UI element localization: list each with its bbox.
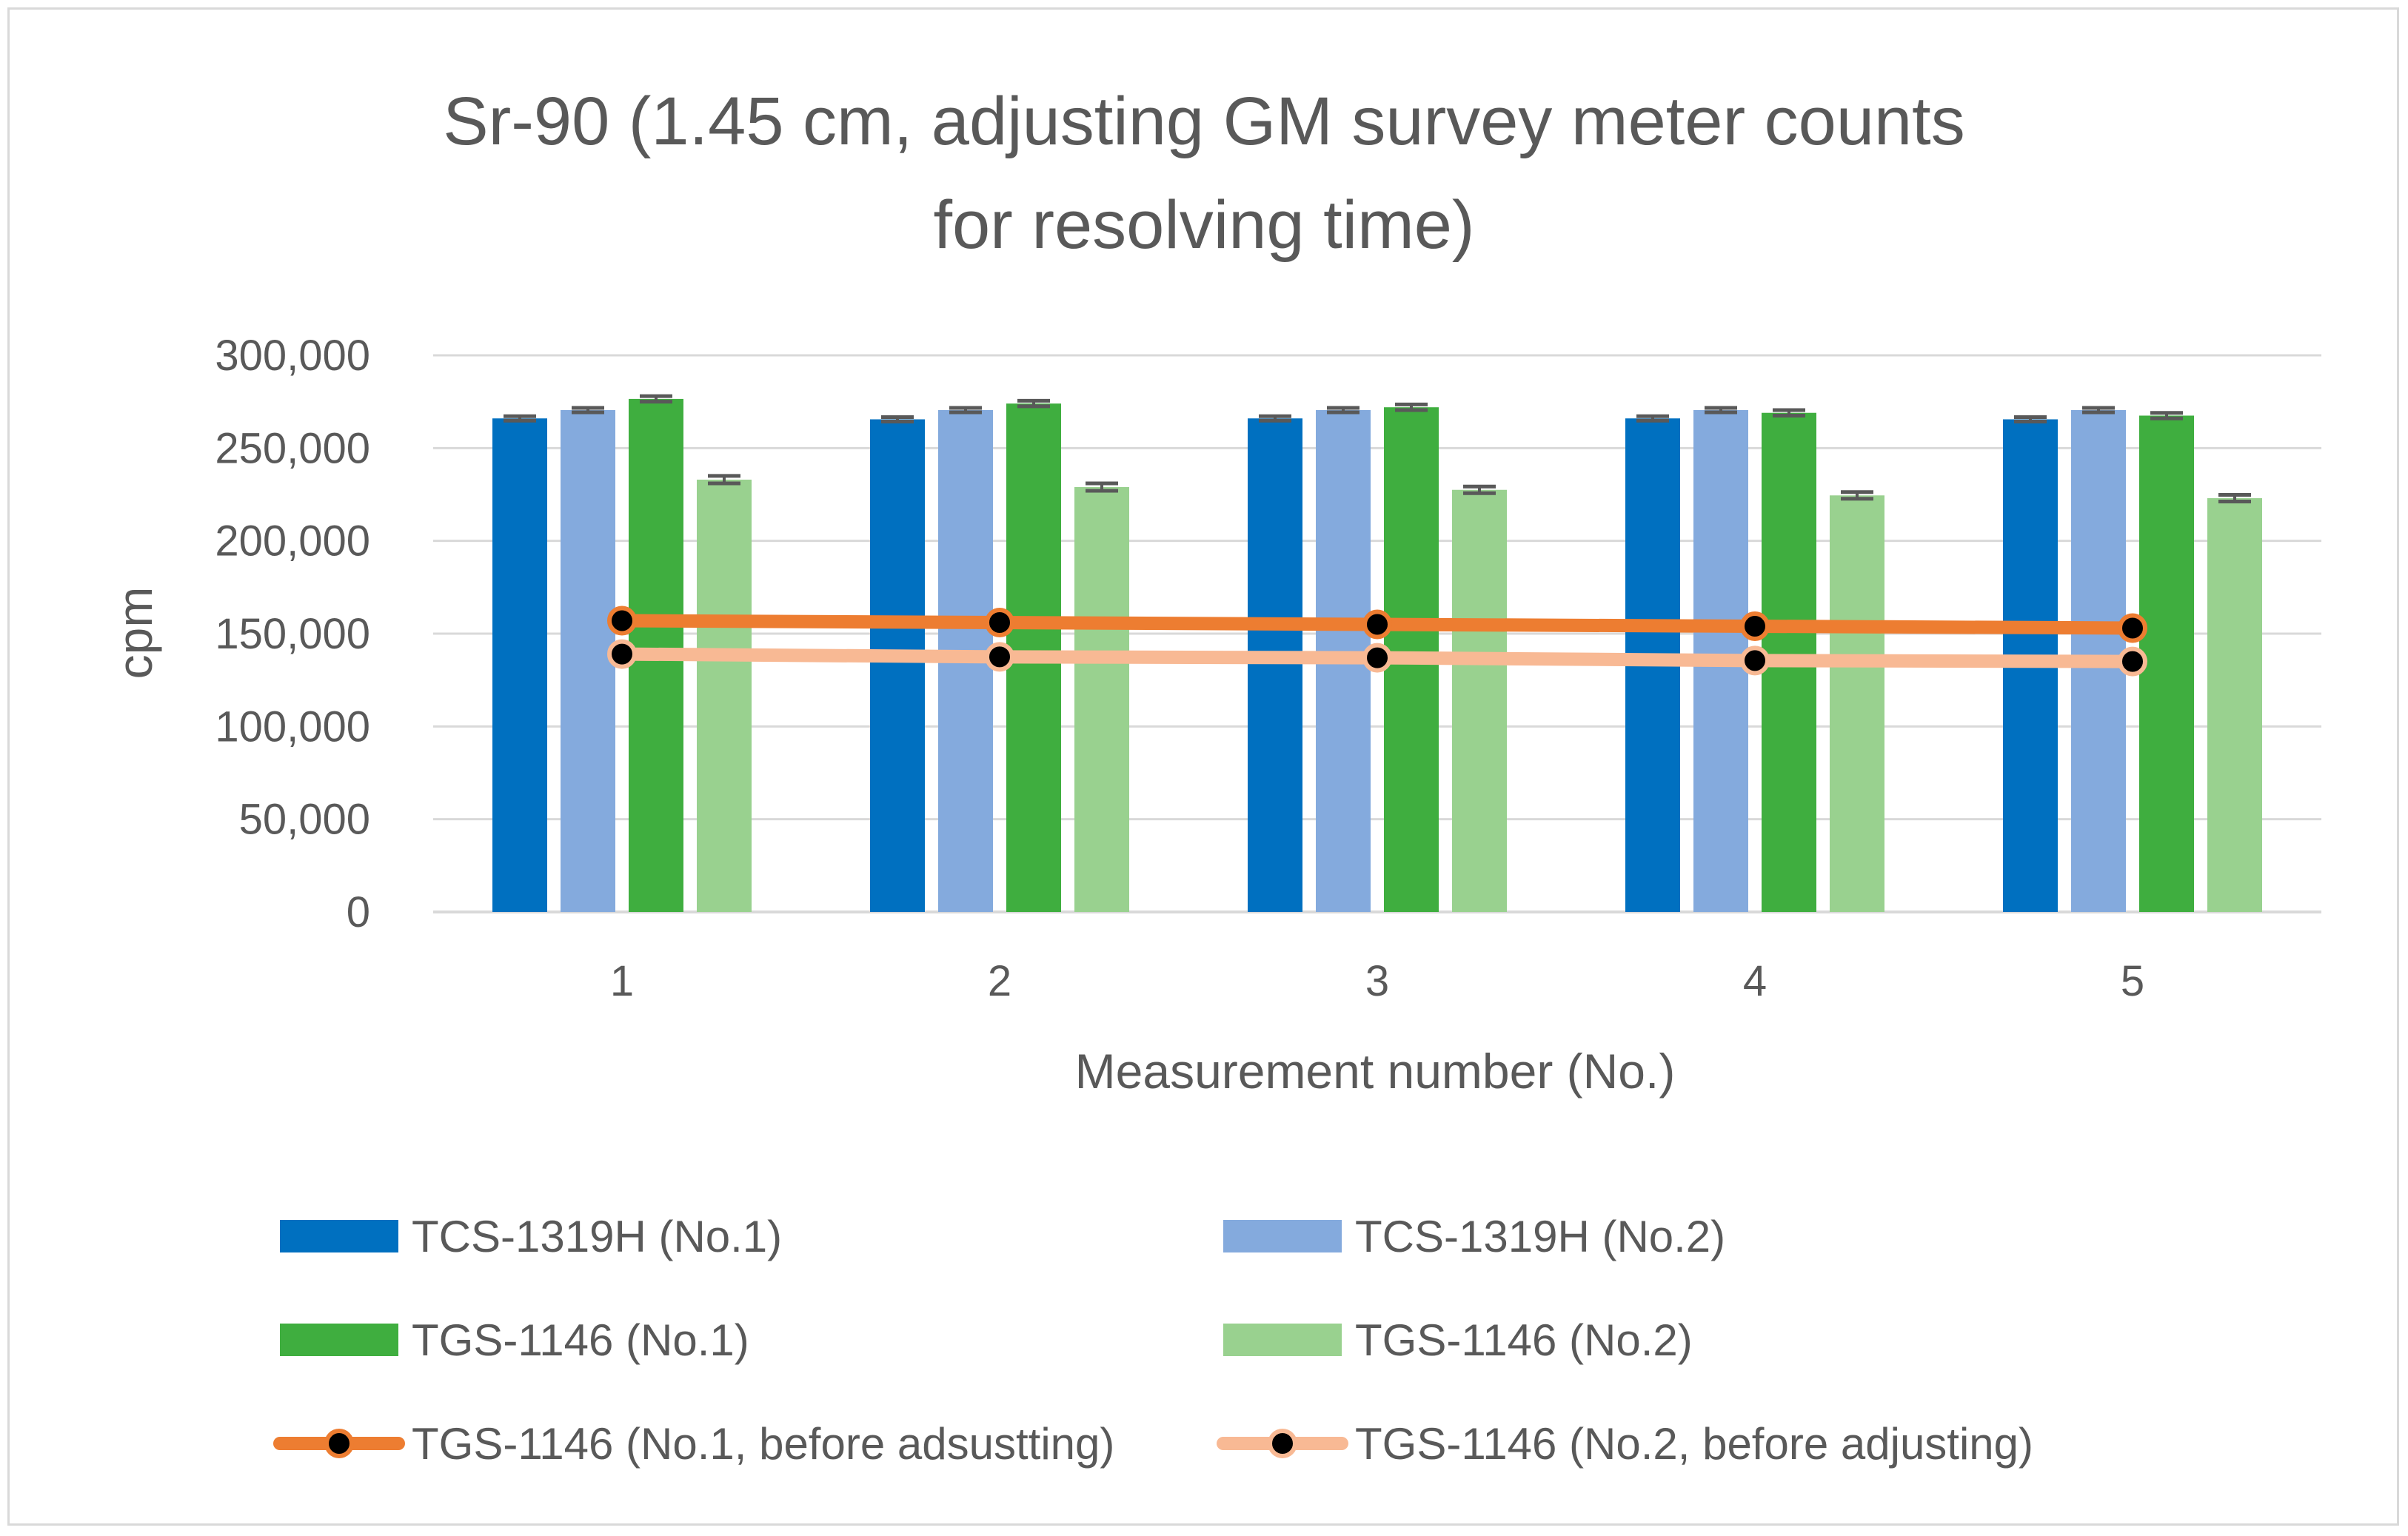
bar xyxy=(1074,486,1129,912)
legend-swatch xyxy=(1223,1220,1342,1252)
error-bars xyxy=(504,394,2251,504)
x-tick-label: 3 xyxy=(1365,957,1389,1005)
x-tick-label: 2 xyxy=(988,957,1011,1005)
legend-label: TGS-1146 (No.1, before adsustting) xyxy=(412,1419,1114,1469)
legend-item: TGS-1146 (No.1) xyxy=(280,1315,749,1365)
x-tick-label: 5 xyxy=(2121,957,2144,1005)
line-marker xyxy=(1362,609,1392,640)
y-tick-label: 250,000 xyxy=(215,424,370,472)
legend-label: TCS-1319H (No.1) xyxy=(412,1212,782,1261)
y-tick-label: 0 xyxy=(347,888,370,936)
line-marker xyxy=(607,606,637,636)
line-marker xyxy=(2118,613,2147,643)
bar xyxy=(2139,415,2194,912)
y-tick-label: 200,000 xyxy=(215,517,370,566)
line-marker xyxy=(1740,611,1770,641)
legend-label: TGS-1146 (No.2) xyxy=(1355,1315,1693,1365)
legend-swatch xyxy=(280,1324,398,1356)
legend-item: TGS-1146 (No.2, before adjusting) xyxy=(1217,1419,2033,1469)
x-tick-label: 4 xyxy=(1743,957,1767,1005)
y-tick-label: 50,000 xyxy=(239,796,370,844)
legend-item: TCS-1319H (No.1) xyxy=(280,1212,782,1261)
chart-frame xyxy=(7,7,2399,1526)
line-marker xyxy=(985,607,1014,637)
line-marker xyxy=(2118,646,2147,677)
legend: TCS-1319H (No.1) TCS-1319H (No.2) TGS-1146… xyxy=(273,1212,2033,1469)
bar xyxy=(2207,498,2262,912)
legend-label: TGS-1146 (No.2, before adjusting) xyxy=(1355,1419,2033,1469)
legend-swatch xyxy=(280,1220,398,1252)
line-marker xyxy=(607,639,637,669)
legend-item: TCS-1319H (No.2) xyxy=(1223,1212,1725,1261)
line-marker xyxy=(985,642,1014,672)
legend-swatch xyxy=(1223,1324,1342,1356)
legend-label: TGS-1146 (No.1) xyxy=(412,1315,749,1365)
legend-marker xyxy=(1268,1429,1297,1458)
bar xyxy=(561,409,615,912)
legend-item: TGS-1146 (No.1, before adsustting) xyxy=(273,1419,1114,1469)
chart-title-line-1: Sr-90 (1.45 cm, adjusting GM survey mete… xyxy=(443,84,1964,159)
chart-title-line-2: for resolving time) xyxy=(933,187,1474,263)
bar xyxy=(1452,489,1507,912)
bar xyxy=(870,419,925,912)
x-axis: 1 2 3 4 5 xyxy=(610,957,2144,1005)
legend-marker xyxy=(324,1429,354,1458)
bar xyxy=(492,418,547,912)
y-tick-label: 300,000 xyxy=(215,332,370,380)
legend-item: TGS-1146 (No.2) xyxy=(1223,1315,1693,1365)
line-marker xyxy=(1362,643,1392,673)
series-lines xyxy=(607,606,2147,677)
y-tick-label: 150,000 xyxy=(215,610,370,658)
line-marker xyxy=(1740,645,1770,676)
y-axis: 0 50,000 100,000 150,000 200,000 250,000 300,0… xyxy=(215,332,370,936)
bar xyxy=(1248,418,1302,912)
x-axis-title: Measurement number (No.) xyxy=(1075,1044,1676,1099)
y-tick-label: 100,000 xyxy=(215,702,370,751)
y-axis-title: cpm xyxy=(107,587,162,680)
legend-label: TCS-1319H (No.2) xyxy=(1355,1212,1725,1261)
bar xyxy=(1830,495,1884,912)
bar xyxy=(697,479,752,912)
x-tick-label: 1 xyxy=(610,957,634,1005)
chart-title: Sr-90 (1.45 cm, adjusting GM survey mete… xyxy=(443,84,1964,263)
